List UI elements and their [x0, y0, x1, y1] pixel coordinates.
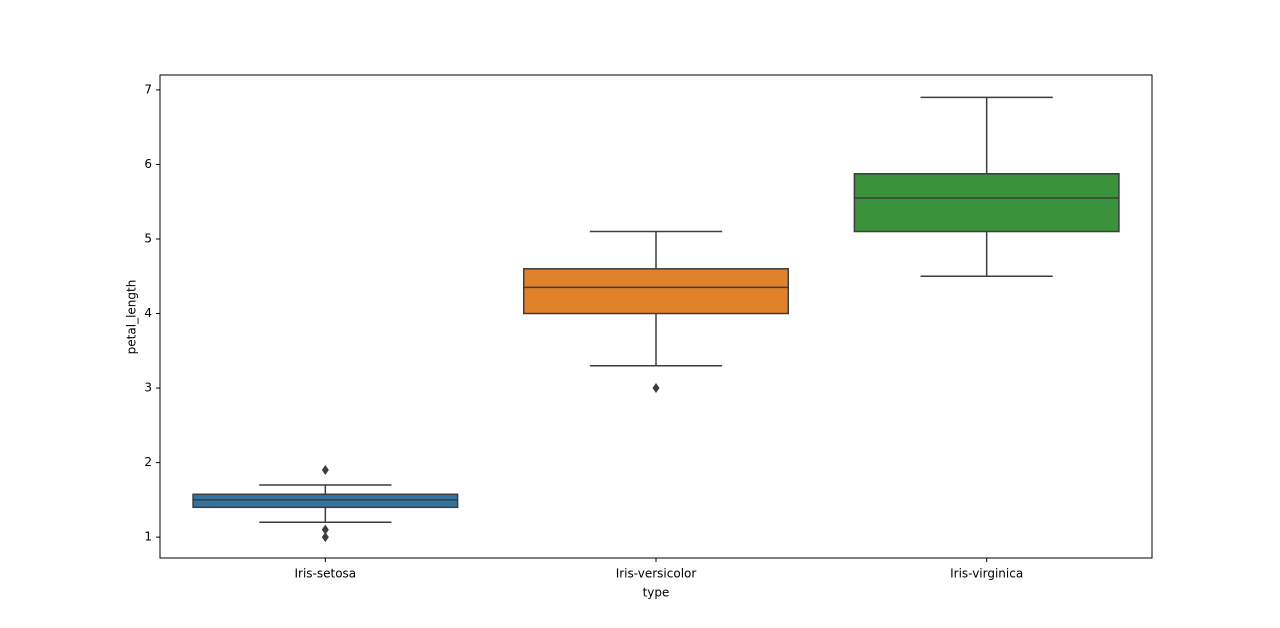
y-tick-label: 5: [144, 231, 152, 245]
x-tick-label: Iris-virginica: [950, 567, 1023, 581]
box: [192, 493, 459, 509]
x-tick-label: Iris-setosa: [294, 567, 356, 581]
flier: [321, 524, 329, 535]
y-tick-label: 2: [144, 455, 152, 469]
y-tick-label: 7: [144, 82, 152, 96]
y-tick-label: 6: [144, 157, 152, 171]
flier: [321, 465, 329, 476]
y-tick-label: 3: [144, 381, 152, 395]
y-tick-label: 1: [144, 530, 152, 544]
y-axis-label: petal_length: [125, 280, 139, 355]
x-axis-label: type: [643, 586, 670, 600]
y-tick-label: 4: [144, 306, 152, 320]
box: [853, 173, 1120, 233]
x-tick-label: Iris-versicolor: [616, 567, 697, 581]
plot-frame: [159, 74, 1153, 559]
flier: [321, 532, 329, 543]
box: [522, 268, 790, 315]
flier: [652, 383, 660, 394]
